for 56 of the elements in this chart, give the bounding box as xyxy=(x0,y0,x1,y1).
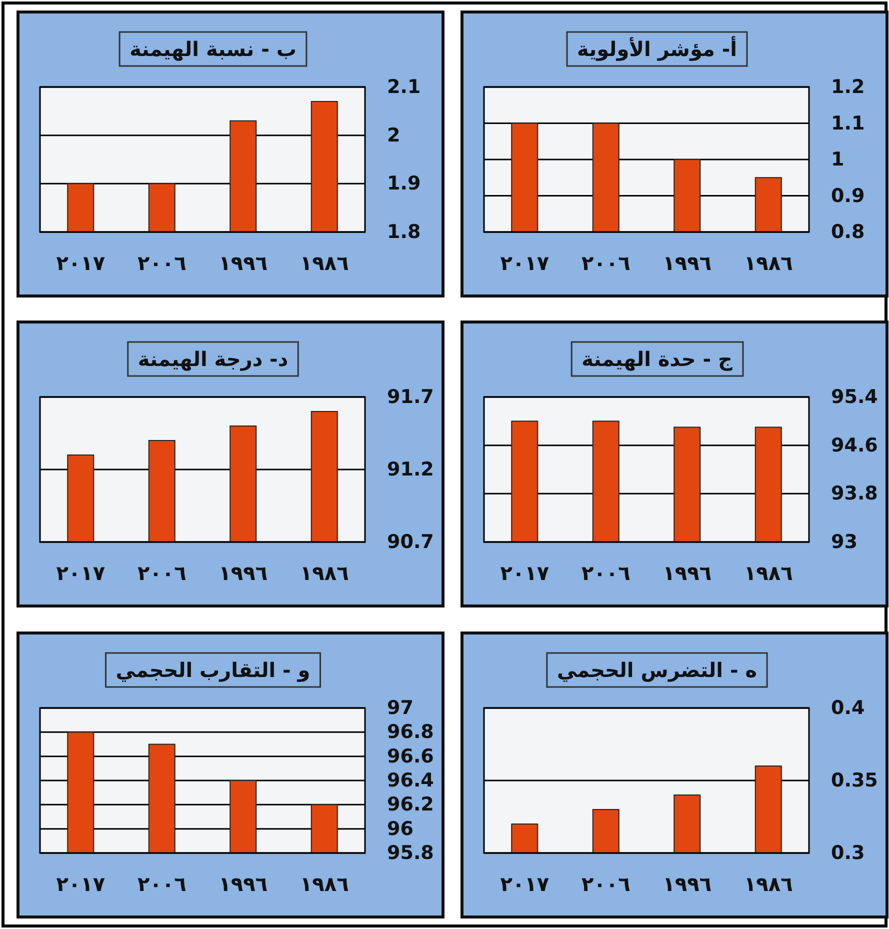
y-tick-label: 0.8 xyxy=(831,221,865,243)
chart-title: د- درجة الهيمنة xyxy=(138,347,288,371)
x-tick-label: ١٩٩٦ xyxy=(218,561,268,585)
y-tick-label: 1.8 xyxy=(387,221,421,243)
x-tick-label: ٢٠١٧ xyxy=(56,561,106,585)
x-tick-label: ٢٠٠٦ xyxy=(581,251,630,275)
x-tick-label: ١٩٨٦ xyxy=(744,872,793,896)
x-tick-label: ١٩٨٦ xyxy=(744,251,793,275)
y-tick-label: 2 xyxy=(387,124,400,146)
x-tick-label: ٢٠١٧ xyxy=(500,872,550,896)
y-tick-label: 0.4 xyxy=(831,697,865,719)
y-tick-label: 1.9 xyxy=(387,172,421,195)
y-tick-label: 91.2 xyxy=(387,458,434,480)
y-tick-label: 90.7 xyxy=(387,531,434,553)
chart-title: و - التقارب الحجمي xyxy=(116,658,310,682)
x-tick-label: ٢٠٠٦ xyxy=(137,251,186,275)
y-tick-label: 2.1 xyxy=(387,76,421,98)
x-tick-label: ١٩٩٦ xyxy=(218,251,268,275)
x-tick-label: ١٩٨٦ xyxy=(300,872,349,896)
y-tick-label: 93 xyxy=(831,531,858,553)
x-tick-label: ٢٠٠٦ xyxy=(581,561,630,585)
y-tick-label: 95.4 xyxy=(831,386,878,408)
y-tick-label: 0.35 xyxy=(831,770,878,792)
y-tick-label: 95.8 xyxy=(387,842,434,864)
y-tick-label: 96.2 xyxy=(387,794,434,816)
x-tick-label: ٢٠١٧ xyxy=(500,561,550,585)
x-tick-label: ١٩٨٦ xyxy=(300,251,349,275)
y-tick-label: 96.6 xyxy=(387,745,434,768)
x-tick-label: ٢٠٠٦ xyxy=(137,561,186,585)
y-tick-label: 96.4 xyxy=(387,770,434,792)
x-tick-label: ١٩٩٦ xyxy=(218,872,268,896)
x-tick-label: ٢٠٠٦ xyxy=(581,872,630,896)
y-tick-label: 0.3 xyxy=(831,842,865,864)
x-tick-label: ١٩٩٦ xyxy=(662,251,712,275)
y-tick-label: 91.7 xyxy=(387,386,434,408)
y-tick-label: 93.8 xyxy=(831,482,878,505)
chart-title: ب - نسبة الهيمنة xyxy=(130,37,296,61)
x-tick-label: ٢٠١٧ xyxy=(56,251,106,275)
y-tick-label: 1.1 xyxy=(831,112,865,134)
x-tick-label: ١٩٨٦ xyxy=(744,561,793,585)
x-tick-label: ١٩٨٦ xyxy=(300,561,349,585)
y-tick-label: 94.6 xyxy=(831,434,878,456)
y-tick-label: 1.2 xyxy=(831,76,865,98)
x-tick-label: ٢٠٠٦ xyxy=(137,872,186,896)
y-tick-label: 96.8 xyxy=(387,721,434,744)
chart-title: ه - التضرس الحجمي xyxy=(556,658,758,682)
chart-title: ج - حدة الهيمنة xyxy=(582,347,733,371)
x-tick-label: ١٩٩٦ xyxy=(662,561,712,585)
y-tick-label: 97 xyxy=(387,697,414,719)
chart-title: أ- مؤشر الأولوية xyxy=(577,36,737,61)
x-tick-label: ١٩٩٦ xyxy=(662,872,712,896)
x-tick-label: ٢٠١٧ xyxy=(500,251,550,275)
y-tick-label: 96 xyxy=(387,818,414,840)
y-tick-label: 1 xyxy=(831,148,844,170)
y-tick-label: 0.9 xyxy=(831,184,865,207)
x-tick-label: ٢٠١٧ xyxy=(56,872,106,896)
